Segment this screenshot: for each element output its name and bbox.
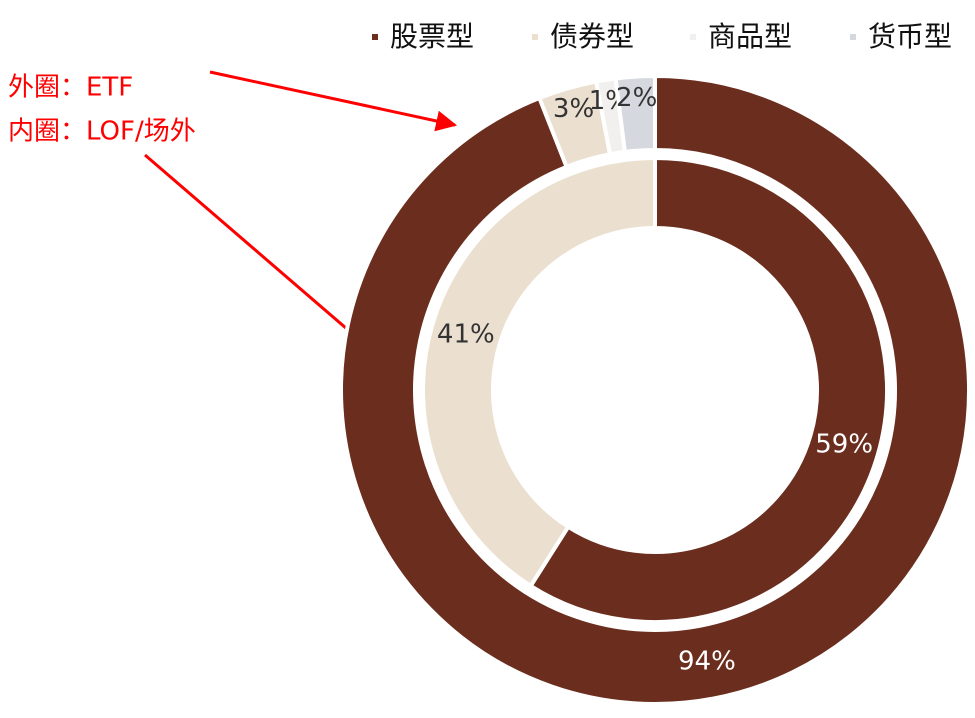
data-label: 2% bbox=[616, 83, 657, 113]
annotation: 外圈：ETF bbox=[8, 73, 133, 103]
donut-slice bbox=[339, 73, 971, 706]
annotation-arrow bbox=[209, 70, 458, 132]
legend-marker bbox=[850, 34, 856, 40]
legend-label: 货币型 bbox=[868, 20, 952, 53]
data-label: 3% bbox=[553, 94, 594, 124]
legend-marker bbox=[372, 34, 378, 40]
annotation: 内圈：LOF/场外 bbox=[8, 117, 196, 147]
legend-marker bbox=[690, 34, 696, 40]
data-label: 59% bbox=[815, 429, 873, 459]
legend-label: 商品型 bbox=[708, 20, 792, 53]
legend-label: 股票型 bbox=[390, 20, 474, 53]
donut-slice bbox=[613, 73, 657, 155]
data-label: 94% bbox=[678, 647, 736, 677]
donut-slice bbox=[421, 155, 657, 589]
legend-label: 债券型 bbox=[550, 20, 634, 53]
donut-slice bbox=[527, 155, 889, 624]
data-label: 41% bbox=[437, 320, 495, 350]
legend-marker bbox=[532, 34, 538, 40]
